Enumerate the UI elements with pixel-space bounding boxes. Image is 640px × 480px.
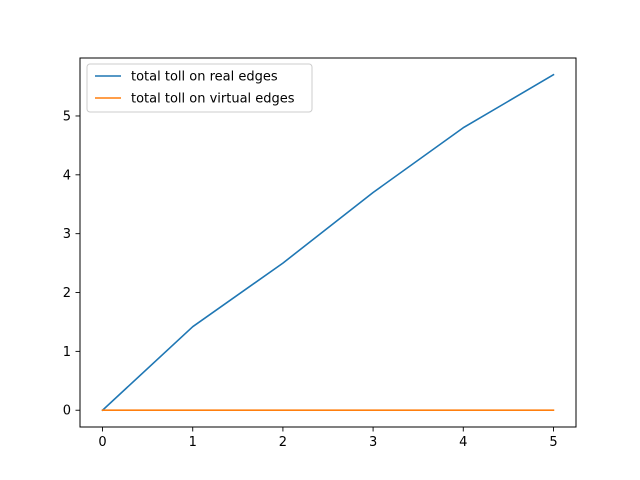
y-tick-label: 5 xyxy=(63,109,71,124)
axes xyxy=(79,57,577,428)
y-tick-label: 3 xyxy=(63,227,71,242)
plot-frame xyxy=(79,57,577,428)
y-tick-label: 1 xyxy=(63,345,71,360)
x-axis: 0 1 2 3 4 5 xyxy=(98,427,558,450)
x-tick-label: 5 xyxy=(549,435,557,450)
legend-label-1: total toll on real edges xyxy=(131,70,278,85)
x-tick-label: 3 xyxy=(369,435,377,450)
legend-box xyxy=(86,63,313,113)
y-tick-label: 4 xyxy=(63,168,71,183)
x-tick-label: 2 xyxy=(279,435,287,450)
x-tick-label: 4 xyxy=(459,435,467,450)
y-tick-label: 0 xyxy=(63,404,71,419)
series-line-1 xyxy=(101,73,555,412)
series-lines xyxy=(101,73,555,412)
x-tick-label: 0 xyxy=(98,435,106,450)
y-axis: 0 1 2 3 4 5 xyxy=(63,109,80,419)
y-tick-label: 2 xyxy=(63,286,71,301)
legend: total toll on real edges total toll on vi… xyxy=(86,63,313,113)
legend-label-2: total toll on virtual edges xyxy=(131,92,295,107)
x-tick-label: 1 xyxy=(189,435,197,450)
